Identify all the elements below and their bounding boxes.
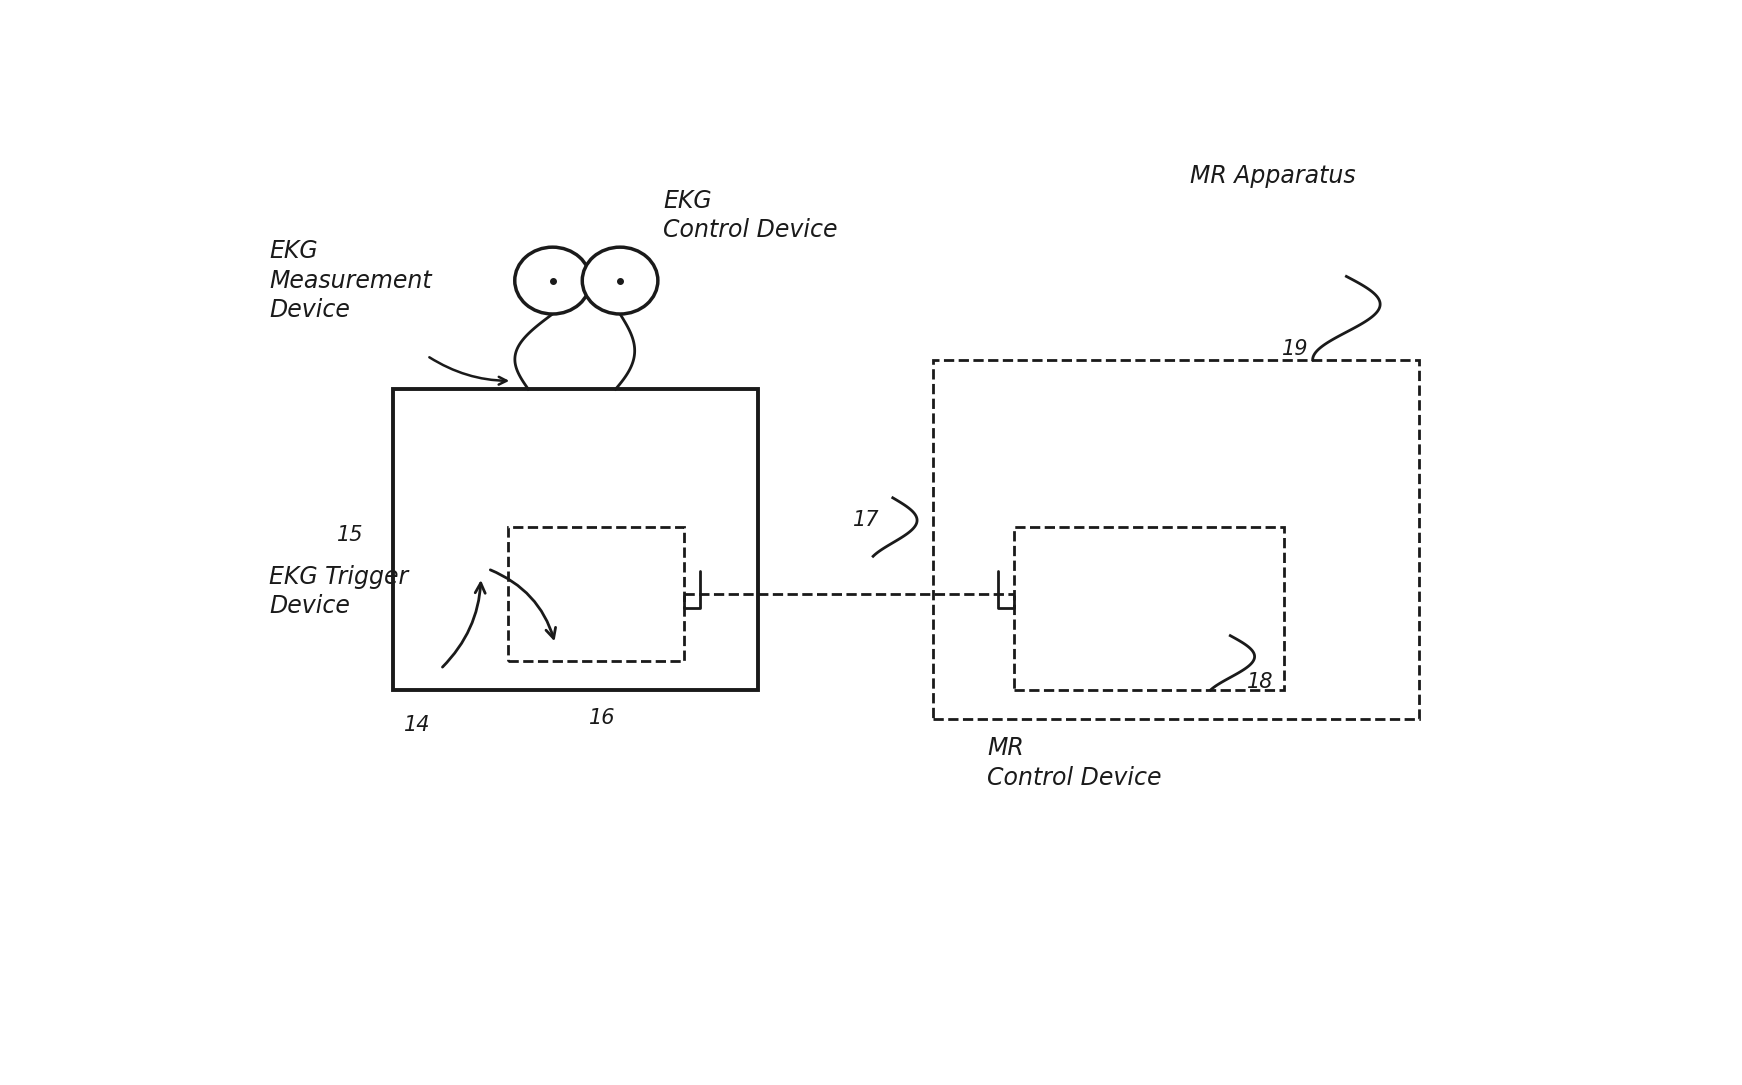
Text: 16: 16 <box>589 709 615 728</box>
Text: MR Apparatus: MR Apparatus <box>1190 164 1355 188</box>
Text: EKG
Control Device: EKG Control Device <box>664 189 838 242</box>
Text: EKG Trigger
Device: EKG Trigger Device <box>268 564 408 618</box>
Bar <box>509 527 683 661</box>
Bar <box>1014 527 1284 690</box>
Bar <box>934 360 1420 719</box>
Bar <box>394 390 758 690</box>
Text: 14: 14 <box>404 715 430 735</box>
Text: MR
Control Device: MR Control Device <box>988 736 1162 790</box>
Text: 18: 18 <box>1247 672 1273 691</box>
Text: EKG
Measurement
Device: EKG Measurement Device <box>268 239 432 322</box>
Text: 15: 15 <box>336 525 364 546</box>
Text: 19: 19 <box>1282 339 1308 359</box>
Ellipse shape <box>582 247 658 314</box>
Text: 17: 17 <box>854 510 880 531</box>
Ellipse shape <box>514 247 591 314</box>
